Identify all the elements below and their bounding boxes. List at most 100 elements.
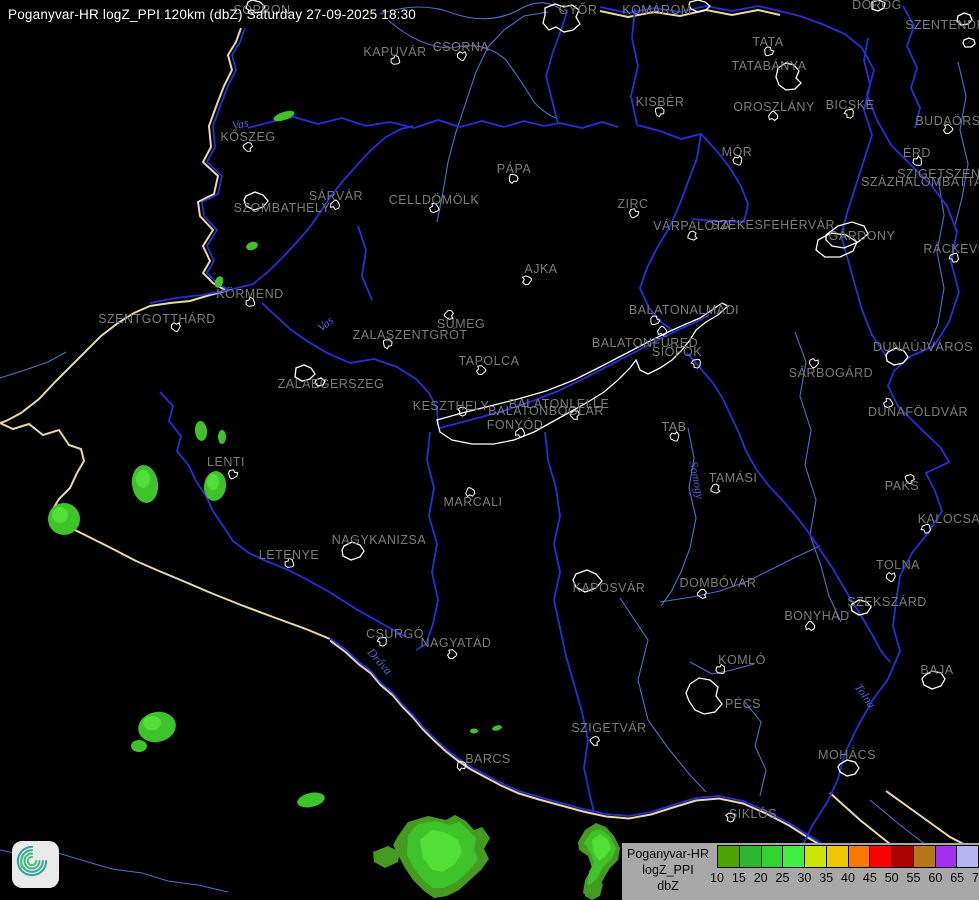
legend-product-name: logZ_PPI xyxy=(642,863,694,877)
city-label: BALATONBOGLÁR xyxy=(488,403,604,418)
city-label: SÁRBOGÁRD xyxy=(789,365,873,380)
city-label: KESZTHELY xyxy=(413,399,490,413)
city-outline-marker xyxy=(669,431,680,442)
legend-swatch xyxy=(825,845,849,868)
city-outline-marker xyxy=(764,46,775,57)
legend-color-scale xyxy=(717,845,979,868)
city-label: KISBÉR xyxy=(636,94,685,109)
radar-echo xyxy=(373,846,400,868)
legend-swatch xyxy=(956,845,979,868)
county-label: Vas xyxy=(231,115,251,132)
legend-unit: dbZ xyxy=(657,879,679,893)
county-label: Tolna xyxy=(852,681,879,711)
city-label: BALATONLELLE xyxy=(509,397,610,411)
city-outline-marker xyxy=(429,202,440,214)
city-label: KOMLÓ xyxy=(718,652,766,667)
legend-tick: 30 xyxy=(797,871,812,885)
city-label: TATABÁNYA xyxy=(731,58,806,73)
city-label: KALOCSA xyxy=(918,512,979,526)
city-label: TAB xyxy=(662,420,687,434)
city-label: LENTI xyxy=(207,455,245,469)
lake-and-city-outlines xyxy=(243,0,976,777)
city-label: KAPOSVÁR xyxy=(573,580,646,595)
city-label: PAKS xyxy=(885,479,919,493)
city-outline-marker xyxy=(521,275,532,286)
city-label: BALATONFÜRED xyxy=(592,336,698,350)
city-label: CELLDÖMÖLK xyxy=(389,193,480,207)
city-label: BUDAÖRS xyxy=(915,114,979,128)
legend-tick: 65 xyxy=(950,871,965,885)
city-label: SZENTGOTTHÁRD xyxy=(98,311,216,326)
city-outline-marker xyxy=(885,572,896,583)
radar-echo xyxy=(585,880,603,900)
lake-balaton-outline xyxy=(436,302,730,445)
city-label: RÁCKEVE xyxy=(923,241,979,256)
city-label: NAGYKANIZSA xyxy=(332,533,427,547)
city-label: CSORNA xyxy=(433,40,490,54)
city-outline-marker xyxy=(227,469,239,480)
city-label: DOROG xyxy=(852,0,902,12)
radar-echo xyxy=(143,716,161,730)
city-outline-marker xyxy=(456,50,467,62)
legend-tick: 15 xyxy=(731,871,746,885)
city-label: SZENTENDRE xyxy=(905,18,979,32)
city-label: SÁRVÁR xyxy=(309,188,363,203)
city-label: ZALASZENTGRÓT xyxy=(353,327,468,342)
city-label: KOMÁROM xyxy=(622,2,691,17)
legend-swatch xyxy=(869,845,892,868)
city-outline-marker xyxy=(657,325,668,337)
radar-echo xyxy=(420,830,462,872)
city-outline-marker xyxy=(589,735,601,746)
city-outline-marker xyxy=(446,649,458,660)
city-label: MÓR xyxy=(722,144,753,159)
radar-echo xyxy=(131,740,147,752)
city-label: DOMBÓVÁR xyxy=(680,575,757,590)
legend-tick: 40 xyxy=(841,871,855,885)
city-label: SIKLÓS xyxy=(729,806,777,821)
city-label: SZIGETVÁR xyxy=(571,720,646,735)
city-outline-marker xyxy=(805,620,816,632)
radar-title: Poganyvar-HR logZ_PPI 120km (dbZ) Saturd… xyxy=(8,7,417,22)
legend-tick: 45 xyxy=(862,871,877,885)
city-outline-marker xyxy=(245,296,256,307)
reflectivity-legend: Poganyvar-HR logZ_PPI dbZ 10 15 20 25 30 35 40… xyxy=(622,843,979,900)
radar-echo xyxy=(592,834,611,861)
city-outline-marker xyxy=(284,557,295,568)
legend-swatch xyxy=(891,845,914,868)
city-label: LETENYE xyxy=(259,548,319,562)
city-outline-marker xyxy=(390,54,401,65)
city-label: SZEKSZÁRD xyxy=(847,594,927,609)
legend-swatch xyxy=(717,845,740,868)
legend-tick: 20 xyxy=(753,871,768,885)
radar-echo xyxy=(218,430,226,444)
city-outline-marker xyxy=(942,124,954,135)
city-outline-marker xyxy=(732,155,743,166)
legend-tick-labels: 10 15 20 25 30 35 40 45 50 55 60 65 70 xyxy=(710,871,979,889)
city-outline-marker xyxy=(383,339,393,350)
legend-tick: 70 xyxy=(972,871,979,885)
city-label: SZÁZHALOMBATTA xyxy=(861,174,979,189)
legend-swatch xyxy=(804,845,827,868)
lake-velence-outline xyxy=(825,221,869,249)
city-label: BICSKE xyxy=(826,98,875,112)
precipitation-echoes xyxy=(48,110,620,900)
city-label: AJKA xyxy=(524,262,557,276)
city-label: PÁPA xyxy=(497,161,532,176)
county-label: Vas xyxy=(315,313,337,335)
legend-tick: 25 xyxy=(775,871,790,885)
city-label: MOHÁCS xyxy=(818,747,876,762)
city-outline-marker xyxy=(687,230,698,241)
city-label: NAGYATÁD xyxy=(421,635,492,650)
radar-echo xyxy=(52,507,68,523)
radar-echo xyxy=(246,241,258,251)
city-outline-marker xyxy=(475,365,487,376)
city-label: BALATONALMÁDI xyxy=(629,302,739,317)
city-outline-marker xyxy=(443,309,455,320)
city-label: DUNAÚJVÁROS xyxy=(873,339,973,354)
city-outline-marker xyxy=(808,357,819,369)
city-label: TAMÁSI xyxy=(709,470,758,485)
app-logo xyxy=(12,841,59,888)
city-label: SIÓFOK xyxy=(652,344,702,359)
